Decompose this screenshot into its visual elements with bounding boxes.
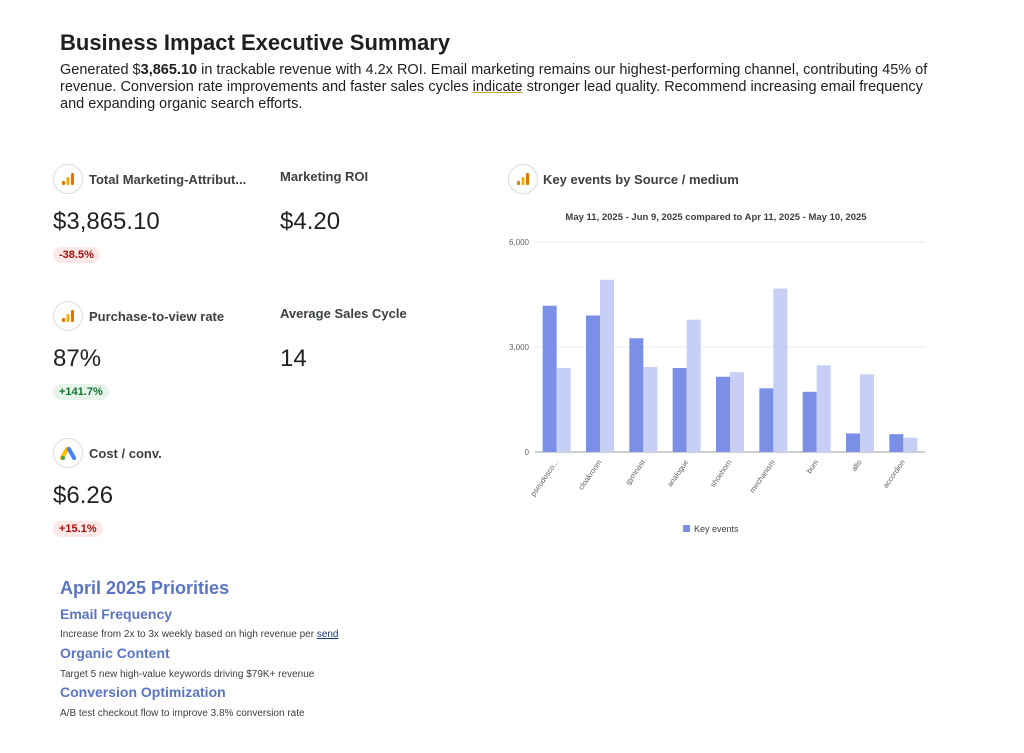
- executive-summary: Generated $3,865.10 in trackable revenue…: [60, 62, 940, 113]
- y-tick-label: 6,000: [509, 238, 530, 247]
- kpi-marketing-roi[interactable]: Marketing ROI $4.20: [280, 164, 460, 244]
- kpi-label: Total Marketing-Attribut...: [89, 172, 247, 187]
- chart-date-range: May 11, 2025 - Jun 9, 2025 compared to A…: [565, 212, 867, 223]
- x-tick-label: bum: [805, 458, 821, 475]
- bar-previous: [816, 365, 831, 452]
- x-tick-label: analogue: [665, 458, 690, 488]
- analytics-icon: [53, 164, 83, 194]
- legend-label: Key events: [694, 524, 739, 534]
- kpi-value: 14: [280, 345, 307, 372]
- x-tick-label: alto: [849, 458, 863, 473]
- bar-current: [672, 368, 687, 452]
- kpi-total-marketing[interactable]: Total Marketing-Attribut... $3,865.10 -3…: [53, 164, 273, 264]
- page-title: Business Impact Executive Summary: [60, 30, 451, 55]
- bar-current: [846, 433, 860, 452]
- x-tick-label: mechanism: [748, 458, 777, 495]
- bar-previous: [643, 366, 658, 452]
- priority-text: Target 5 new high-value keywords driving…: [60, 669, 315, 680]
- change-badge: +141.7%: [53, 384, 109, 400]
- send-link[interactable]: send: [316, 629, 339, 640]
- bar-previous: [903, 437, 918, 452]
- bar-previous: [600, 279, 614, 452]
- kpi-label: Cost / conv.: [89, 446, 162, 461]
- summary-prefix: Generated $: [60, 62, 141, 78]
- bar-previous: [686, 319, 701, 452]
- bar-current: [542, 305, 557, 452]
- chart-title: Key events by Source / medium: [543, 172, 739, 187]
- kpi-purchase-to-view-rate[interactable]: Purchase-to-view rate 87% +141.7%: [53, 301, 273, 401]
- bar-current: [759, 388, 774, 452]
- x-tick-label: shoehorn: [708, 458, 733, 489]
- bar-current: [716, 376, 730, 452]
- kpi-value: $3,865.10: [53, 208, 160, 235]
- kpi-label: Average Sales Cycle: [280, 306, 407, 321]
- y-tick-label: 3,000: [509, 343, 530, 352]
- kpi-cost-per-conversion[interactable]: Cost / conv. $6.26 +15.1%: [53, 438, 273, 538]
- bar-current: [802, 391, 817, 452]
- summary-mid: in trackable revenue with 4.2x ROI. Emai…: [60, 62, 928, 95]
- priority-text: A/B test checkout flow to improve 3.8% c…: [60, 708, 305, 719]
- priority-text-body: Increase from 2x to 3x weekly based on h…: [60, 629, 317, 640]
- bar-current: [629, 338, 644, 452]
- analytics-icon: [53, 301, 83, 331]
- summary-flagged-word[interactable]: indicate: [472, 79, 523, 95]
- x-tick-label: gymnast: [623, 457, 647, 486]
- bar-previous: [730, 372, 744, 452]
- priority-heading: Organic Content: [60, 645, 170, 661]
- legend-swatch: [683, 525, 690, 532]
- change-badge: -38.5%: [53, 247, 100, 263]
- bar-current: [586, 315, 600, 452]
- kpi-value: 87%: [53, 345, 102, 372]
- priority-heading: Conversion Optimization: [60, 684, 226, 700]
- change-badge: +15.1%: [53, 521, 103, 537]
- priority-heading: Email Frequency: [60, 606, 173, 622]
- y-tick-label: 0: [525, 448, 530, 457]
- summary-suffix: stronger lead quality. Recommend increas…: [60, 79, 923, 112]
- bar-current: [889, 434, 904, 452]
- kpi-label: Purchase-to-view rate: [89, 309, 225, 324]
- priorities-title: April 2025 Priorities: [60, 578, 230, 598]
- kpi-value: $6.26: [53, 482, 114, 509]
- kpi-average-sales-cycle[interactable]: Average Sales Cycle 14: [280, 301, 460, 381]
- summary-revenue: 3,865.10: [140, 62, 198, 78]
- google-ads-icon: [53, 438, 83, 468]
- bar-previous: [556, 368, 571, 452]
- bar-previous: [860, 374, 874, 452]
- x-tick-label: pseudosco...: [529, 458, 561, 498]
- kpi-value: $4.20: [280, 208, 341, 235]
- x-tick-label: cloakroom: [576, 458, 603, 492]
- priority-text: Increase from 2x to 3x weekly based on h…: [60, 629, 339, 640]
- kpi-label: Marketing ROI: [280, 169, 369, 184]
- analytics-icon: [508, 164, 538, 194]
- bar-previous: [773, 288, 788, 452]
- x-tick-label: accordion: [881, 458, 907, 490]
